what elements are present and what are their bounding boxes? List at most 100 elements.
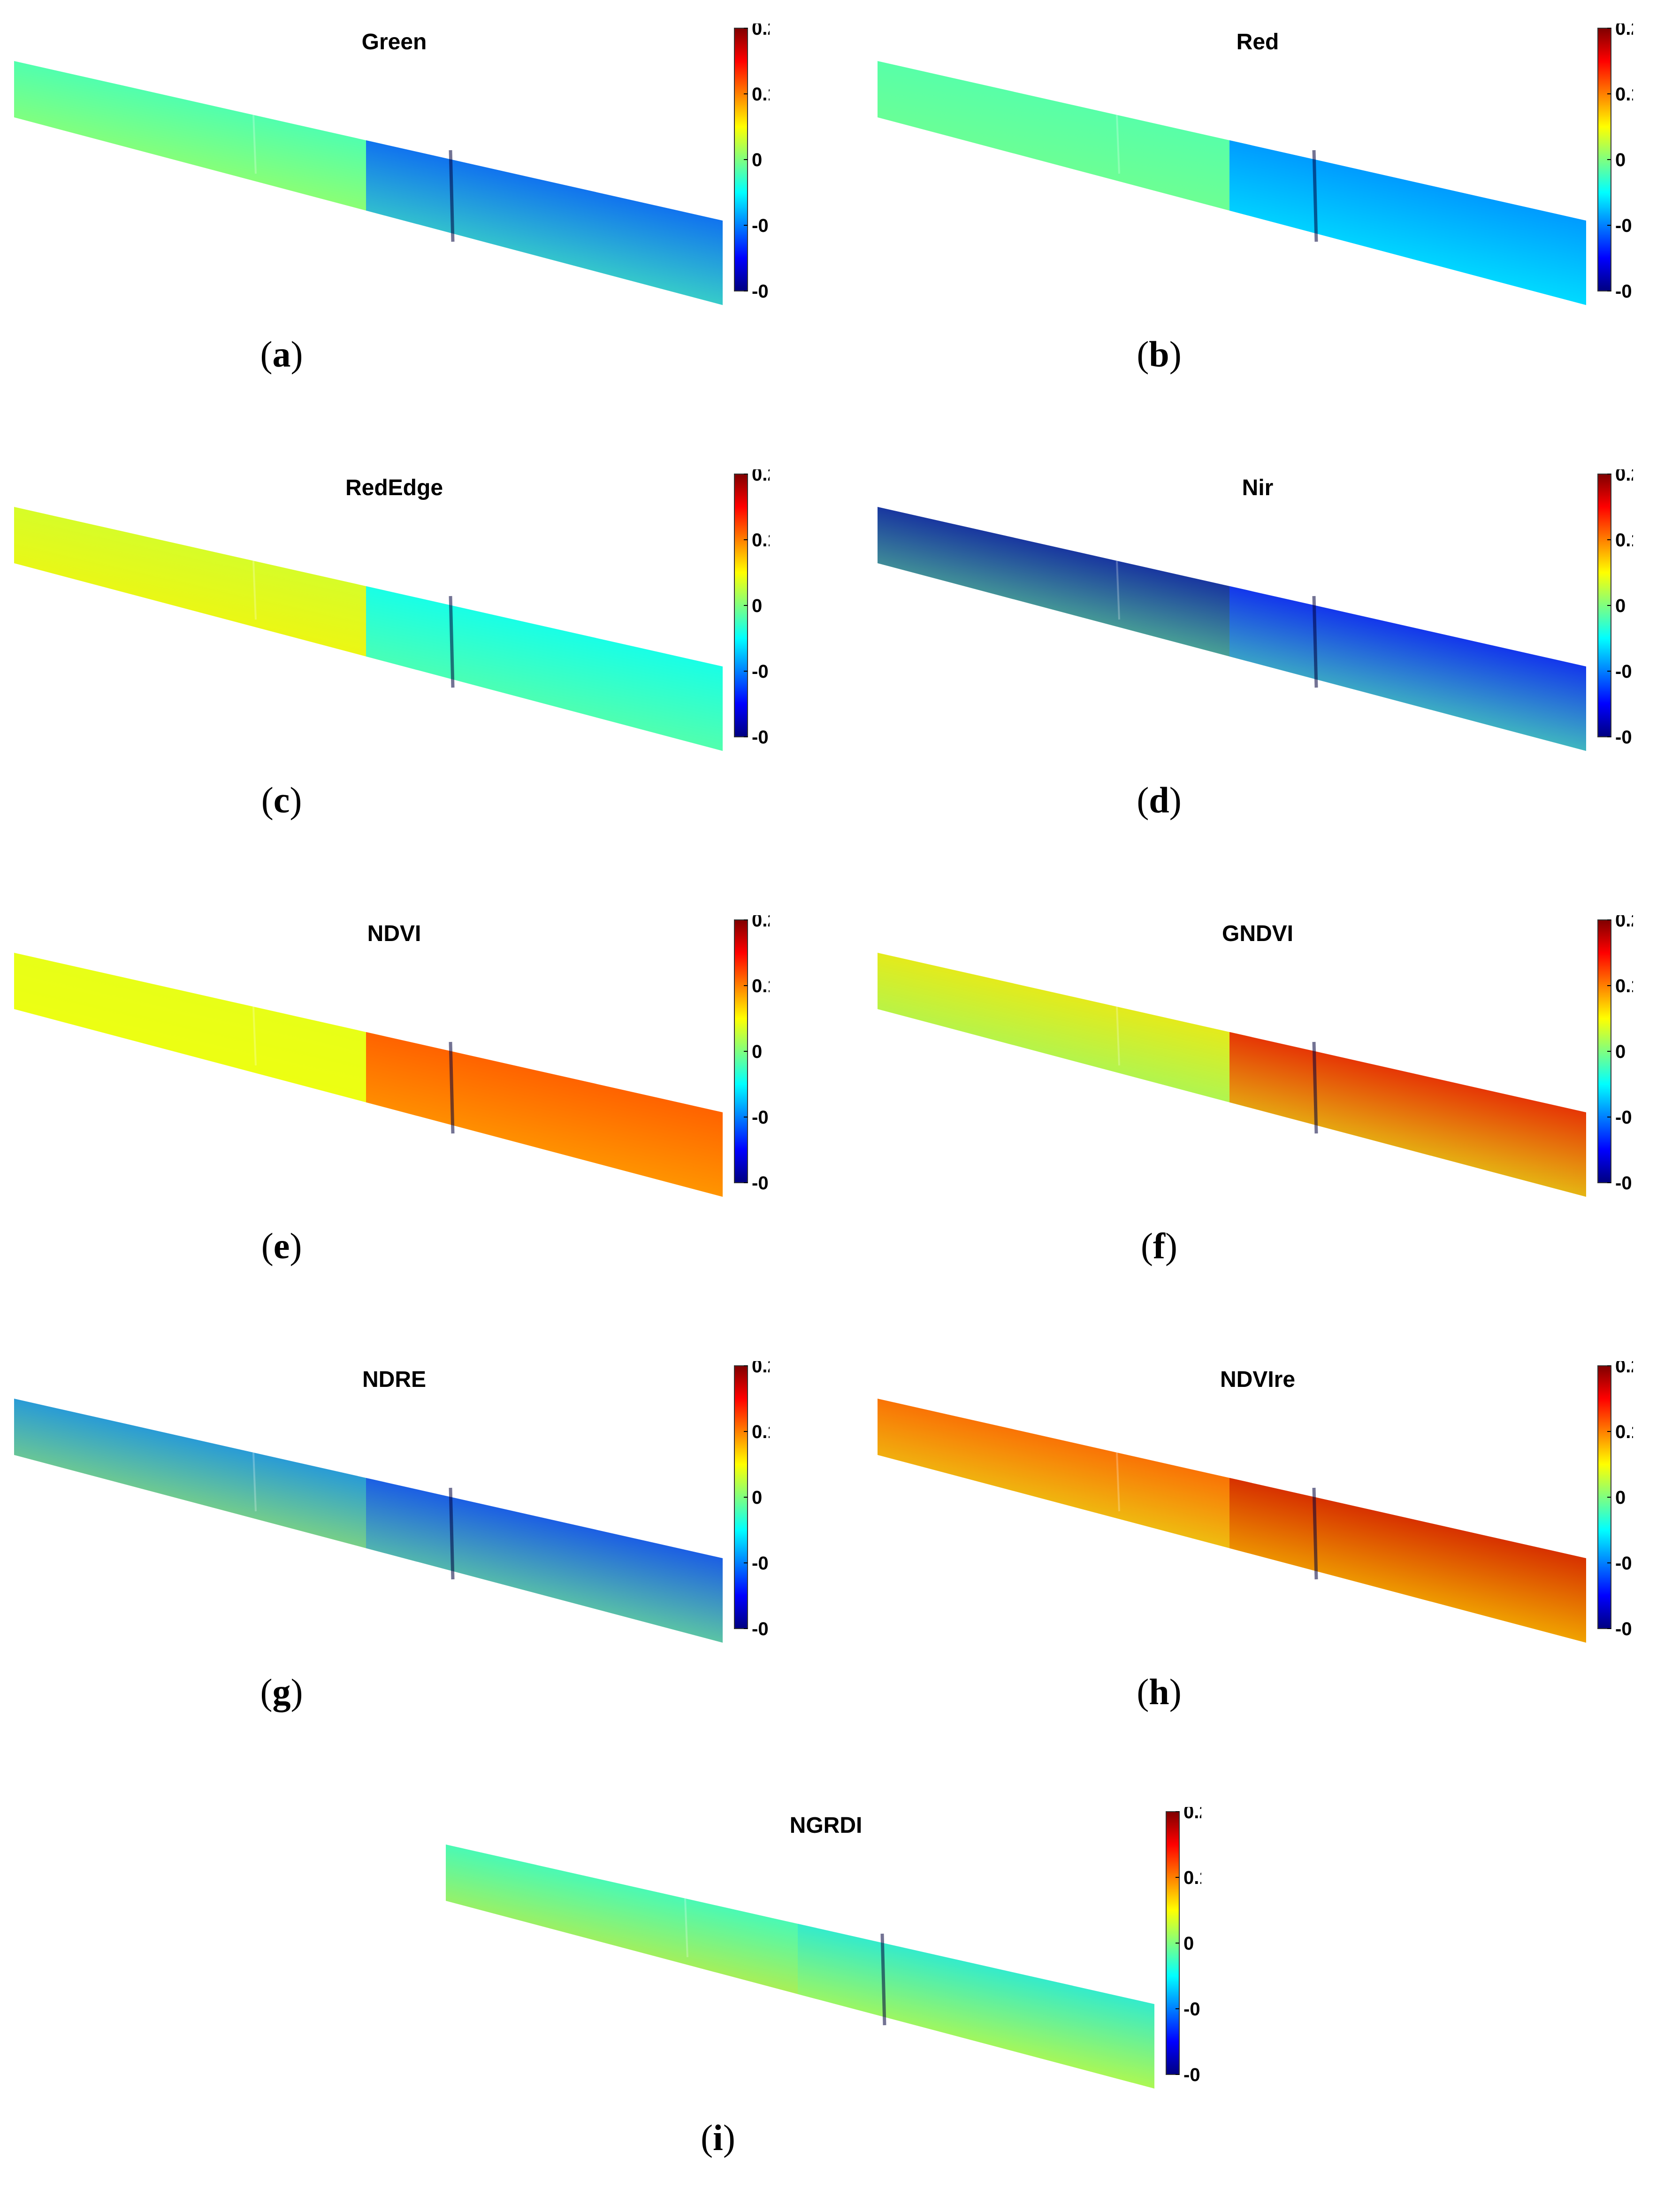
heatmap-svg-c: RedEdge 0.2 0.1 0 -0.1 -0.2 bbox=[14, 469, 770, 751]
seam-line-2-e bbox=[252, 1006, 257, 1066]
panel-caption: (i) bbox=[624, 2117, 812, 2159]
caption-open-paren: ( bbox=[260, 1671, 273, 1712]
seam-line-2-g bbox=[252, 1452, 257, 1512]
colorbar-tick-label: -0.2 bbox=[1615, 1173, 1633, 1194]
heatmap-field-i bbox=[446, 1845, 1154, 2089]
caption-close-paren: ) bbox=[290, 1671, 303, 1712]
colorbar-tick-label: -0.1 bbox=[752, 1553, 770, 1574]
colorbar-tick-label: -0.2 bbox=[752, 281, 770, 302]
caption-close-paren: ) bbox=[723, 2117, 735, 2158]
colorbar-tick-label: -0.2 bbox=[752, 1619, 770, 1639]
heatmap-field-e bbox=[14, 953, 723, 1197]
seam-line-2-b bbox=[1116, 115, 1120, 174]
caption-open-paren: ( bbox=[260, 334, 273, 375]
heatmap-right-c bbox=[366, 550, 723, 751]
seam-line-g bbox=[449, 1487, 455, 1580]
panel-caption: (c) bbox=[188, 779, 375, 821]
colorbar-tick-label: 0 bbox=[1615, 596, 1626, 616]
heatmap-field-a bbox=[14, 61, 723, 305]
panel-i: NGRDI 0.2 0.1 0 -0.1 -0.2 bbox=[441, 1807, 1201, 2117]
colorbar-tick-label: -0.2 bbox=[752, 727, 770, 748]
heatmap-svg-g: NDRE 0.2 0.1 0 -0.1 -0.2 bbox=[14, 1361, 770, 1643]
colorbar-tick-label: 0.1 bbox=[1183, 1868, 1201, 1888]
seam-line-f bbox=[1312, 1041, 1318, 1134]
caption-close-paren: ) bbox=[290, 1225, 302, 1266]
caption-close-paren: ) bbox=[1169, 780, 1182, 820]
colorbar-tick-label: 0.2 bbox=[1183, 1807, 1201, 1822]
caption-letter: g bbox=[272, 1671, 291, 1712]
colorbar-tick-label: 0.2 bbox=[752, 915, 770, 931]
colorbar-tick-label: -0.2 bbox=[1183, 2065, 1201, 2085]
panel-g: NDRE 0.2 0.1 0 -0.1 -0.2 bbox=[9, 1361, 770, 1671]
panel-caption: (g) bbox=[188, 1671, 375, 1713]
caption-letter: b bbox=[1149, 334, 1169, 375]
caption-close-paren: ) bbox=[1169, 334, 1182, 375]
colorbar-tick-label: 0 bbox=[1183, 1933, 1194, 1954]
caption-close-paren: ) bbox=[290, 334, 303, 375]
colorbar-tick-label: -0.1 bbox=[1615, 1553, 1633, 1574]
colorbar-tick-label: 0.1 bbox=[752, 976, 770, 996]
caption-letter: i bbox=[713, 2117, 723, 2158]
heatmap-left-a bbox=[14, 61, 385, 305]
seam-line-b bbox=[1312, 150, 1318, 242]
heatmap-right-h bbox=[1229, 1441, 1586, 1643]
panel-title: Green bbox=[362, 30, 427, 54]
seam-line-2-d bbox=[1116, 560, 1120, 620]
panel-caption: (b) bbox=[1065, 333, 1253, 375]
panel-e: NDVI 0.2 0.1 0 -0.1 -0.2 bbox=[9, 915, 770, 1225]
panel-title: Red bbox=[1237, 30, 1279, 54]
caption-letter: c bbox=[273, 780, 290, 820]
colorbar-tick-label: -0.1 bbox=[752, 661, 770, 682]
seam-line-d bbox=[1312, 596, 1318, 688]
colorbar-tick-label: -0.1 bbox=[1615, 1107, 1633, 1128]
caption-open-paren: ( bbox=[261, 780, 274, 820]
heatmap-svg-d: Nir 0.2 0.1 0 -0.1 -0.2 bbox=[878, 469, 1633, 751]
seam-line-c bbox=[449, 596, 455, 688]
colorbar-tick-label: -0.2 bbox=[1615, 1619, 1633, 1639]
panel-title: RedEdge bbox=[345, 475, 443, 500]
colorbar-tick-label: -0.1 bbox=[752, 215, 770, 236]
colorbar-tick-label: 0.2 bbox=[1615, 23, 1633, 39]
seam-line-2-c bbox=[252, 560, 257, 620]
colorbar-tick-label: 0.1 bbox=[1615, 976, 1633, 996]
panel-a: Green 0.2 0.1 0 -0.1 -0.2 bbox=[9, 23, 770, 333]
colorbar-tick-label: 0.2 bbox=[1615, 469, 1633, 485]
heatmap-left-d bbox=[878, 507, 1248, 751]
heatmap-left-f bbox=[878, 953, 1248, 1197]
colorbar-tick-label: 0.1 bbox=[752, 530, 770, 551]
heatmap-field-g bbox=[14, 1399, 723, 1643]
colorbar-tick-label: 0.2 bbox=[1615, 1361, 1633, 1377]
heatmap-left-e bbox=[14, 953, 385, 1197]
caption-letter: f bbox=[1153, 1225, 1165, 1266]
caption-close-paren: ) bbox=[1169, 1671, 1182, 1712]
panel-title: NDVI bbox=[367, 921, 421, 946]
caption-close-paren: ) bbox=[1165, 1225, 1177, 1266]
heatmap-field-h bbox=[878, 1399, 1586, 1643]
colorbar-tick-label: 0 bbox=[1615, 150, 1626, 170]
heatmap-field-d bbox=[878, 507, 1586, 751]
panel-f: GNDVI 0.2 0.1 0 -0.1 -0.2 bbox=[873, 915, 1633, 1225]
caption-close-paren: ) bbox=[290, 780, 302, 820]
caption-open-paren: ( bbox=[1137, 334, 1149, 375]
panel-d: Nir 0.2 0.1 0 -0.1 -0.2 bbox=[873, 469, 1633, 779]
colorbar-tick-label: -0.1 bbox=[1615, 215, 1633, 236]
heatmap-svg-e: NDVI 0.2 0.1 0 -0.1 -0.2 bbox=[14, 915, 770, 1197]
caption-open-paren: ( bbox=[1137, 1671, 1149, 1712]
colorbar-tick-label: 0 bbox=[752, 1487, 762, 1508]
seam-line-2-f bbox=[1116, 1006, 1120, 1066]
colorbar-tick-label: 0.1 bbox=[1615, 530, 1633, 551]
panel-title: Nir bbox=[1242, 475, 1274, 500]
panel-title: GNDVI bbox=[1222, 921, 1293, 946]
heatmap-right-g bbox=[366, 1441, 723, 1643]
colorbar-tick-label: 0.2 bbox=[752, 1361, 770, 1377]
colorbar-tick-label: 0.1 bbox=[1615, 1422, 1633, 1442]
heatmap-left-h bbox=[878, 1399, 1248, 1643]
colorbar-tick-label: -0.1 bbox=[1615, 661, 1633, 682]
panel-c: RedEdge 0.2 0.1 0 -0.1 -0.2 bbox=[9, 469, 770, 779]
caption-open-paren: ( bbox=[701, 2117, 713, 2158]
heatmap-left-g bbox=[14, 1399, 385, 1643]
heatmap-svg-b: Red 0.2 0.1 0 -0.1 -0.2 bbox=[878, 23, 1633, 305]
heatmap-svg-a: Green 0.2 0.1 0 -0.1 -0.2 bbox=[14, 23, 770, 305]
seam-line-2-a bbox=[252, 115, 257, 174]
heatmap-right-b bbox=[1229, 104, 1586, 305]
